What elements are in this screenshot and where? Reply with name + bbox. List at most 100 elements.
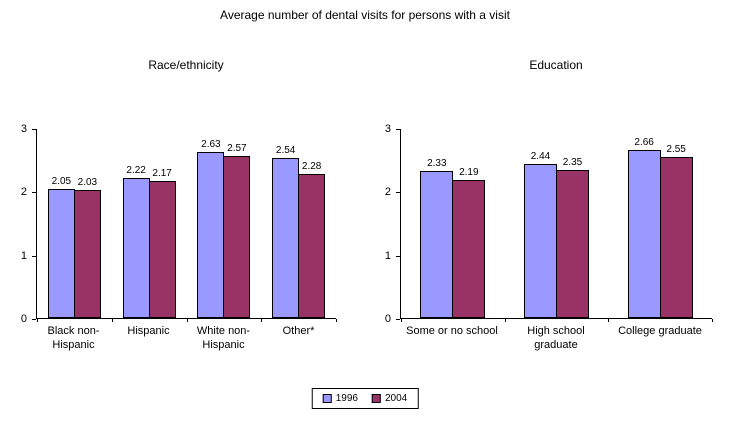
bar-rect-1996 [420,171,454,318]
bar-1996: 2.54 [272,129,300,318]
chart-subtitle-race-ethnicity: Race/ethnicity [148,58,224,72]
bar-group-1: 2.05 2.03 [47,129,101,318]
legend-item-2004: 2004 [372,393,407,404]
legend-label-2004: 2004 [385,393,408,404]
bar-2004: 2.28 [298,129,326,318]
bar-1996: 2.33 [420,129,454,318]
x-axis-label: White non- Hispanic [196,325,251,351]
bar-value-label: 2.22 [126,165,146,177]
bar-1996: 2.66 [627,129,661,318]
plot-area: 2.05 2.03 2.22 2.17 2.63 2.57 2.54 2.28 [36,129,337,322]
bar-rect-2004 [659,157,693,318]
bar-2004: 2.55 [659,129,693,318]
bar-value-label: 2.17 [152,168,172,180]
y-axis: 0 1 2 3 [10,123,36,325]
plot-row: 0 1 2 3 2.05 2.03 2.22 2.17 2.63 2.57 2.54 2.28 [10,123,337,325]
bar-value-label: 2.05 [51,175,72,187]
y-tick-label: 0 [20,313,27,325]
y-tick-label: 2 [384,186,391,199]
bar-2004: 2.57 [223,129,251,318]
legend: 1996 2004 [311,388,419,409]
bar-value-label: 2.57 [227,143,247,155]
y-tick-label: 0 [384,313,391,325]
bar-1996: 2.22 [122,129,150,318]
x-axis-label: College graduate [618,325,702,337]
bar-value-label: 2.28 [301,161,322,173]
bar-value-label: 2.63 [201,139,221,151]
bar-1996: 2.63 [197,129,225,318]
bar-value-label: 2.19 [459,167,479,179]
y-tick-mark [32,192,36,194]
bar-rect-2004 [452,180,486,318]
bar-2004: 2.19 [452,129,486,318]
chart-race-ethnicity: Race/ethnicity 0 1 2 3 2.05 2.03 2.22 2.17 2.63… [10,58,337,353]
bar-rect-1996 [197,152,225,318]
bar-rect-1996 [272,157,300,318]
y-tick-mark [396,192,400,194]
y-tick-mark [396,319,400,320]
legend-swatch-2004 [372,394,381,403]
bar-group-4: 2.54 2.28 [272,129,326,318]
plot-area: 2.33 2.19 2.44 2.35 2.66 2.55 [400,129,713,322]
x-tick-mark [608,319,610,322]
bar-2004: 2.35 [555,129,589,318]
bar-1996: 2.44 [523,129,557,318]
plot-row: 0 1 2 3 2.33 2.19 2.44 2.35 2.66 2.55 [374,123,713,325]
bar-2004: 2.03 [73,129,101,318]
bar-value-label: 2.35 [562,156,583,168]
x-axis-label: Hispanic [127,325,170,337]
y-tick-label: 2 [20,186,27,199]
y-tick-label: 3 [384,123,391,135]
y-tick-label: 3 [20,123,27,135]
legend-item-1996: 1996 [322,393,358,404]
x-tick-mark [37,319,38,322]
y-tick-mark [32,319,36,320]
bar-group-1: 2.33 2.19 [420,129,486,318]
x-tick-mark [401,319,402,322]
legend-swatch-1996 [322,394,332,403]
bar-value-label: 2.55 [666,144,686,156]
chart-title: Average number of dental visits for pers… [220,8,510,22]
bar-value-label: 2.54 [275,144,296,156]
x-tick-mark [336,319,337,322]
y-axis: 0 1 2 3 [374,123,400,325]
y-tick-mark [32,129,36,130]
x-axis-labels: Black non- Hispanic Hispanic White non- Hi… [36,325,336,353]
x-axis-label: Other* [282,325,315,337]
bar-group-2: 2.44 2.35 [523,129,589,318]
y-tick-mark [32,255,36,257]
bar-rect-2004 [223,156,251,318]
chart-subtitle-education: Education [529,58,583,72]
x-tick-mark [111,319,113,322]
bar-value-label: 2.03 [77,177,98,189]
bar-2004: 2.17 [148,129,176,318]
y-tick-label: 1 [384,249,391,262]
bar-1996: 2.05 [47,129,75,318]
legend-label-1996: 1996 [335,393,358,404]
bar-rect-1996 [627,150,661,318]
bar-group-2: 2.22 2.17 [122,129,176,318]
y-tick-mark [396,129,400,130]
bar-rect-1996 [523,164,557,318]
bar-value-label: 2.66 [634,137,654,149]
bar-rect-2004 [298,174,326,318]
x-axis-label: Some or no school [406,325,498,337]
x-axis-label: Black non- Hispanic [47,325,100,351]
x-tick-mark [712,319,713,322]
bar-rect-2004 [148,181,176,318]
bar-value-label: 2.44 [530,151,551,163]
y-tick-mark [396,255,400,257]
x-axis-labels: Some or no school High school graduate Col… [400,325,712,353]
bar-rect-1996 [47,188,75,318]
x-tick-mark [186,319,188,322]
x-tick-mark [261,319,263,322]
bar-rect-1996 [122,178,150,318]
bar-group-3: 2.66 2.55 [627,129,693,318]
bar-group-3: 2.63 2.57 [197,129,251,318]
bar-rect-2004 [555,169,589,318]
x-axis-label: High school graduate [527,325,585,351]
x-tick-mark [504,319,506,322]
bar-value-label: 2.33 [427,158,447,170]
